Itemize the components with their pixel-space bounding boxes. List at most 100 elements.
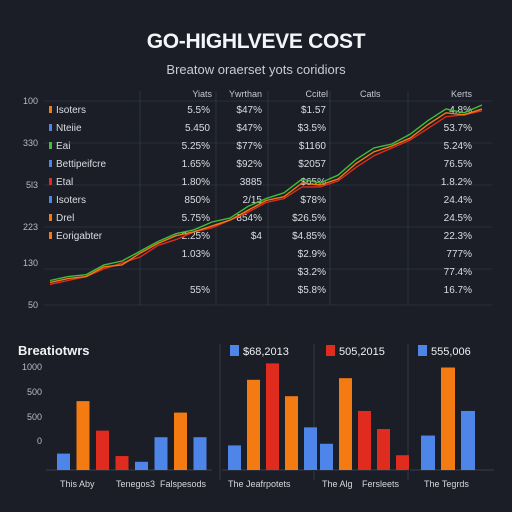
bar [154,437,168,470]
bar [135,461,148,470]
bar [96,430,109,470]
y-tick-label: 223 [23,222,38,232]
row-swatch [49,178,52,185]
row-swatch [49,106,52,113]
bar [76,401,90,470]
bar [266,363,279,470]
column-header: Yiats [192,89,212,99]
table-cell: 5.25% [182,141,210,152]
row-label: Nteiie [56,123,82,134]
column-headers: Yiats Ywrthan Ccitel Catls Kerts [192,89,472,99]
table-cell: 16.7% [444,285,472,296]
table-cell: $2.9% [298,249,326,260]
row-label: Eorigabter [56,231,103,242]
legend-swatch [230,345,239,356]
table-cell: 850% [184,195,210,206]
bar [377,429,390,470]
column-header: Ywrthan [229,89,262,99]
chart-title: GO-HIGHLVEVE COST [146,30,366,53]
column-header: Ccitel [305,89,328,99]
row-label: Isoters [56,195,86,206]
x-axis-label: Fersleets [362,479,400,489]
table-cell: $3.2% [298,267,326,278]
y-tick-label: 330 [23,138,38,148]
table-cell: 55% [190,285,210,296]
x-axis-label: The Alg [322,479,353,489]
table-cell: 5.75% [182,213,210,224]
table-cell: 24.5% [444,213,472,224]
table-cell: $2057 [298,159,326,170]
series-line [49,108,483,284]
line-chart: 100 330 5l3 223 130 50 Yiats Ywrthan Ccitel Catl… [23,89,492,310]
table-cell: 22.3% [444,231,472,242]
bar [115,456,129,470]
y-tick-label: 5l3 [26,180,38,190]
row-swatch [49,196,52,203]
table-cell: 1.65% [182,159,210,170]
bar [396,455,409,470]
table-cell: $47% [236,123,262,134]
x-axis-label: Falspesods [160,479,207,489]
legend-label: 555,006 [431,346,471,358]
table-cell: $4 [251,231,263,242]
chart-subtitle: Breatow oraerset yots coridiors [166,62,346,77]
bar [193,437,207,470]
table-cell: 1.80% [182,177,210,188]
bar [174,412,187,470]
bar [285,396,298,470]
table-cell: $92% [236,159,262,170]
table-cell: 5.5% [187,105,210,116]
table-cell: $5.8% [298,285,326,296]
bar [57,453,70,470]
table-cell: $65% [300,177,326,188]
legend-label: 505,2015 [339,346,385,358]
row-swatch [49,142,52,149]
table-cell: 2.25% [182,231,210,242]
bar [304,427,317,470]
x-axis-label: Tenegos3 [116,479,155,489]
bar-charts: 1000 500 500 0 This Aby Tenegos3 Falspesods The… [22,344,494,489]
row-label: Bettipeifcre [56,159,106,170]
bar [320,443,333,470]
series-line [49,110,483,286]
series-line [49,104,483,282]
bar [421,435,435,470]
table-cell: 854% [236,213,262,224]
table-cell: $1.57 [301,105,326,116]
bar [247,379,260,470]
bar [339,378,352,470]
row-swatch [49,160,52,167]
y-axis-ticks: 100 330 5l3 223 130 50 [23,96,38,310]
line-series [49,104,483,286]
table-rows: Isoters 5.5% $47% $1.57 4.8% Nteiie 5.450 $47% $… [49,105,472,296]
row-label: Etal [56,177,73,188]
y-tick-label: 130 [23,258,38,268]
bar-group: 1000 500 500 0 This Aby Tenegos3 Falspesods The… [22,344,494,489]
row-label: Isoters [56,105,86,116]
table-cell: 5.24% [444,141,472,152]
table-cell: 24.4% [444,195,472,206]
table-cell: $78% [300,195,326,206]
table-cell: 5.450 [185,123,210,134]
table-cell: 76.5% [444,159,472,170]
row-label: Eai [56,141,70,152]
legend-label: $68,2013 [243,346,289,358]
y-tick-label: 500 [27,387,42,397]
y-tick-label: 1000 [22,362,42,372]
row-swatch [49,232,52,239]
bar-panel-title: Breatiotwrs [18,343,90,358]
table-cell: 53.7% [444,123,472,134]
x-axis-label: The Tegrds [424,479,469,489]
table-cell: 1.03% [182,249,210,260]
table-cell: 2/15 [243,195,263,206]
chart-grid [44,91,492,306]
table-cell: 1.8.2% [441,177,472,188]
y-tick-label: 100 [23,96,38,106]
table-cell: 3885 [240,177,263,188]
bar [441,367,455,470]
y-tick-label: 500 [27,412,42,422]
column-header: Catls [360,89,381,99]
legend-swatch [326,345,335,356]
table-cell: 77.4% [444,267,472,278]
y-tick-label: 0 [37,436,42,446]
